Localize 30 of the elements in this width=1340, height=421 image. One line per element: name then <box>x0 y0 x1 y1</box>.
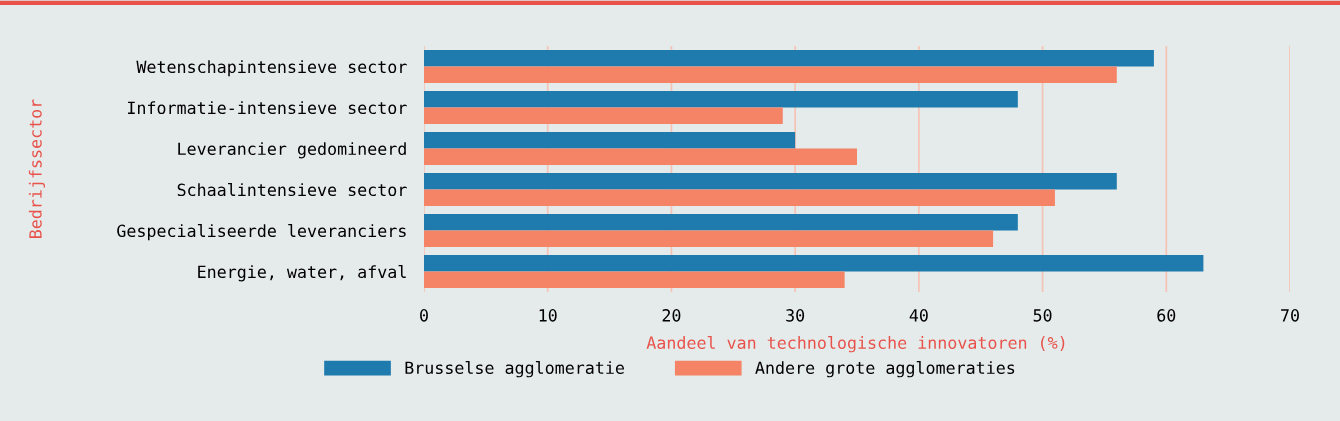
bar <box>424 189 1055 206</box>
legend-label: Andere grote agglomeraties <box>755 361 1015 378</box>
x-tick-label: 50 <box>1033 309 1052 322</box>
bar <box>424 230 994 247</box>
y-tick-label: Wetenschapintensieve sector <box>136 60 407 77</box>
x-tick-label: 0 <box>420 309 428 322</box>
bar <box>424 148 857 165</box>
y-tick-label: Leverancier gedomineerd <box>178 142 406 159</box>
x-axis-title: Aandeel van technologische innovatoren (%) <box>646 336 1065 353</box>
bar <box>424 271 845 288</box>
legend-label: Brusselse agglomeratie <box>405 361 624 378</box>
bar <box>424 132 796 149</box>
y-tick-label: Energie, water, afval <box>198 265 406 282</box>
bar <box>424 173 1117 190</box>
bar <box>424 107 783 124</box>
y-tick-label: Schaalintensieve sector <box>177 183 407 197</box>
bar <box>424 91 1018 108</box>
x-tick-label: 20 <box>662 309 681 322</box>
x-tick-label: 40 <box>909 309 928 322</box>
x-tick-label: 10 <box>539 309 557 322</box>
y-tick-label: Informatie-intensieve sector <box>128 101 407 115</box>
bar <box>424 255 1204 272</box>
bar <box>424 50 1154 67</box>
y-axis-title: Bedrijfssector <box>28 99 45 238</box>
x-tick-label: 30 <box>786 309 805 322</box>
bar <box>424 214 1018 231</box>
x-tick-label: 70 <box>1281 309 1299 322</box>
bar <box>424 66 1117 83</box>
y-tick-label: Gespecialiseerde leveranciers <box>117 224 406 241</box>
x-tick-label: 60 <box>1157 309 1176 322</box>
